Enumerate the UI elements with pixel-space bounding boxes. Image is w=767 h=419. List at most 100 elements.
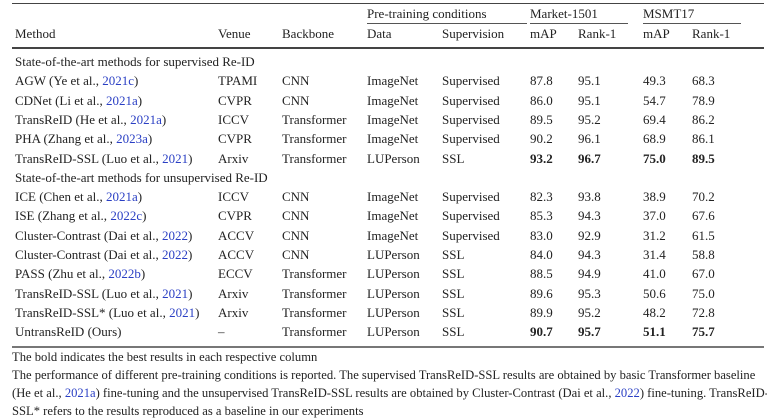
metric-cell: 75.0 <box>643 150 666 166</box>
text: ) fine-tuning and the unsupervised Trans… <box>95 386 615 400</box>
supervision-cell: SSL <box>442 247 465 262</box>
col-header-msmt-map: mAP <box>643 26 670 41</box>
venue-cell: CVPR <box>218 92 252 108</box>
metric-cell: 38.9 <box>643 189 666 205</box>
metric-cell: 93.8 <box>578 189 601 205</box>
backbone-cell: Transformer <box>282 131 347 147</box>
method-suffix: ) <box>188 227 193 243</box>
data-cell: ImageNet <box>367 189 419 205</box>
col-header-venue: Venue <box>218 26 251 41</box>
backbone-cell: CNN <box>282 208 310 224</box>
section-title: State-of-the-art methods for unsupervise… <box>15 169 268 185</box>
method-cell: TransReID-SSL* (Luo et al., 2021) <box>15 305 199 321</box>
supervision-cell: SSL <box>442 266 465 282</box>
col-header-method: Method <box>15 26 56 41</box>
citation-link[interactable]: 2022 <box>162 227 189 243</box>
method-cell: AGW (Ye et al., 2021c) <box>15 73 138 89</box>
data-cell: LUPerson <box>367 150 420 166</box>
metric-cell: 37.0 <box>643 208 666 224</box>
method-cell: PASS (Zhu et al., 2022b) <box>15 266 145 282</box>
citation-link[interactable]: 2022b <box>108 266 141 282</box>
metric-cell: 96.7 <box>578 150 601 166</box>
citation-link[interactable]: 2021a <box>105 189 138 205</box>
supervision-cell: Supervised <box>442 208 500 224</box>
citation-link[interactable]: 2022c <box>110 208 143 224</box>
backbone-cell: CNN <box>282 92 310 108</box>
metric-cell: 95.1 <box>578 92 601 108</box>
method-cell: TransReID-SSL (Luo et al., 2021) <box>15 286 192 302</box>
metric-cell: 85.3 <box>530 208 553 224</box>
metric-cell: 69.4 <box>643 111 666 127</box>
supervision-cell: Supervised <box>442 189 500 205</box>
venue-cell: ECCV <box>218 266 253 282</box>
data-cell: ImageNet <box>367 208 419 224</box>
citation-link[interactable]: 2021a <box>64 386 96 400</box>
bottom-rule <box>12 346 764 348</box>
note-bold: The bold indicates the best results in e… <box>12 350 318 364</box>
backbone-cell: Transformer <box>282 304 347 320</box>
method-name: ISE (Zhang et al., <box>15 208 111 224</box>
method-cell: UntransReID (Ours) <box>15 324 122 340</box>
supervision-cell: Supervised <box>442 131 500 147</box>
method-suffix: ) <box>188 285 193 301</box>
metric-cell: 67.0 <box>692 266 715 282</box>
method-suffix: ) <box>134 73 139 89</box>
citation-link[interactable]: 2022 <box>162 247 189 262</box>
method-suffix: ) <box>137 189 143 205</box>
metric-cell: 61.5 <box>692 227 715 243</box>
metric-cell: 41.0 <box>643 266 666 282</box>
metric-cell: 89.5 <box>692 150 715 166</box>
venue-cell: ICCV <box>218 189 250 205</box>
citation-link[interactable]: 2021 <box>169 304 196 320</box>
col-header-msmt-rank1: Rank-1 <box>692 26 731 41</box>
backbone-cell: Transformer <box>282 285 347 301</box>
method-suffix: ) <box>142 208 147 224</box>
metric-cell: 75.7 <box>692 324 715 340</box>
method-suffix: ) <box>161 111 167 127</box>
data-cell: ImageNet <box>367 111 419 127</box>
metric-cell: 88.5 <box>530 266 553 282</box>
group-underline <box>367 23 527 24</box>
metric-cell: 90.7 <box>530 324 553 340</box>
method-name: PASS (Zhu et al., <box>15 266 109 282</box>
citation-link[interactable]: 2022 <box>614 386 640 400</box>
method-cell: TransReID (He et al., 2021a) <box>15 112 166 128</box>
data-cell: LUPerson <box>367 324 420 340</box>
group-market1501: Market-1501 <box>530 6 598 21</box>
venue-cell: CVPR <box>218 131 252 147</box>
method-name: PHA (Zhang et al., <box>15 131 117 147</box>
supervision-cell: SSL <box>442 324 465 340</box>
supervision-cell: SSL <box>442 285 465 301</box>
method-name: TransReID-SSL (Luo et al., <box>15 285 163 301</box>
venue-cell: – <box>218 324 225 340</box>
venue-cell: Arxiv <box>218 150 249 166</box>
backbone-cell: Transformer <box>282 111 347 127</box>
metric-cell: 95.3 <box>578 285 601 301</box>
citation-link[interactable]: 2021a <box>130 111 162 127</box>
text: ) fine-tuning. TransReID- <box>639 386 767 400</box>
metric-cell: 94.3 <box>578 208 601 224</box>
metric-cell: 68.9 <box>643 131 666 147</box>
data-cell: ImageNet <box>367 73 419 89</box>
citation-link[interactable]: 2023a <box>116 131 148 147</box>
method-name: TransReID-SSL (Luo et al., <box>15 150 163 166</box>
metric-cell: 86.0 <box>530 92 553 108</box>
metric-cell: 67.6 <box>692 208 715 224</box>
venue-cell: TPAMI <box>218 73 258 89</box>
citation-link[interactable]: 2021 <box>162 150 189 166</box>
col-header-market-map: mAP <box>530 26 557 41</box>
method-name: Cluster-Contrast (Dai et al., <box>15 247 163 262</box>
citation-link[interactable]: 2021c <box>102 73 135 89</box>
metric-cell: 94.9 <box>578 266 601 282</box>
venue-cell: CVPR <box>218 208 252 224</box>
method-cell: CDNet (Li et al., 2021a) <box>15 93 142 109</box>
col-header-backbone: Backbone <box>282 26 334 41</box>
method-suffix: ) <box>137 92 143 108</box>
citation-link[interactable]: 2021a <box>105 92 138 108</box>
note-line4: SSL* refers to the results reproduced as… <box>12 404 364 418</box>
method-suffix: ) <box>195 304 200 320</box>
metric-cell: 83.0 <box>530 227 553 243</box>
metric-cell: 31.2 <box>643 227 666 243</box>
note-performance: The performance of different pre-trainin… <box>12 368 756 382</box>
citation-link[interactable]: 2021 <box>162 285 189 301</box>
